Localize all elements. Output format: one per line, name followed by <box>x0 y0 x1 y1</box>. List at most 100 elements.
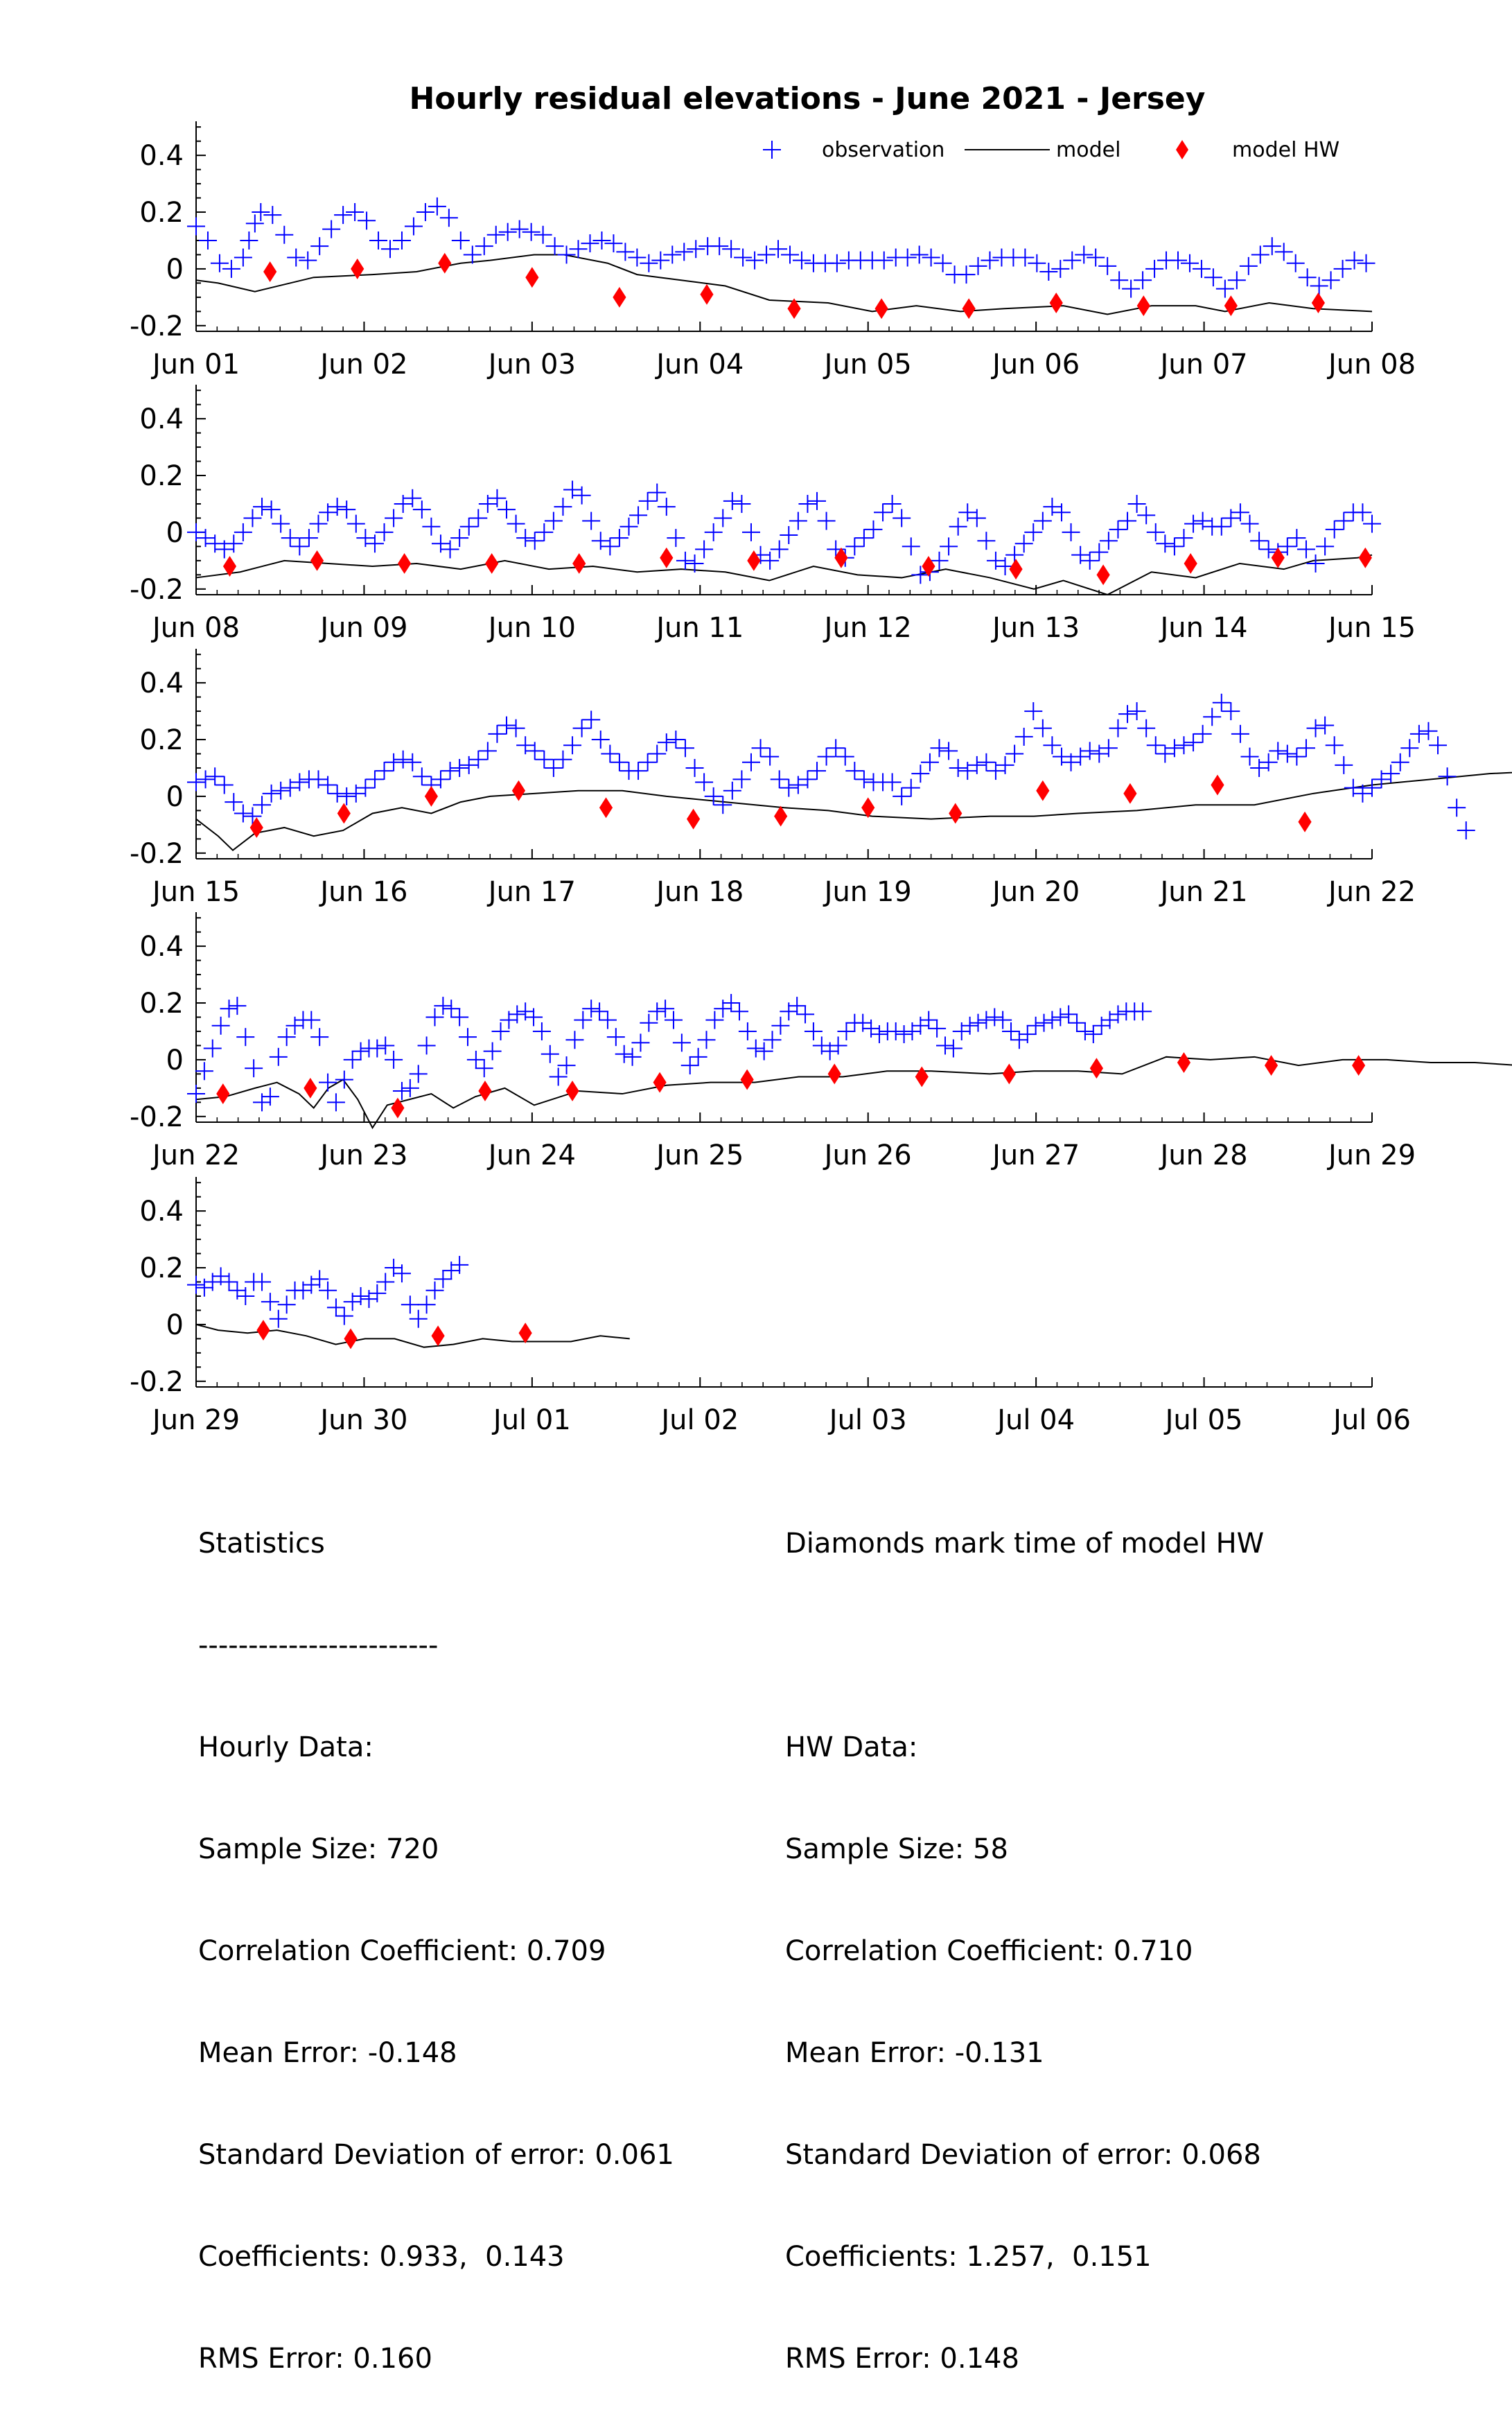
observation-marker <box>269 1047 288 1066</box>
observation-marker <box>590 1002 609 1021</box>
observation-marker <box>591 532 610 550</box>
model-hw-marker <box>1264 1055 1278 1076</box>
observation-marker <box>837 1022 856 1040</box>
x-tick-label: Jun 11 <box>654 612 744 644</box>
observation-marker <box>1028 254 1046 272</box>
observation-marker <box>1184 733 1203 752</box>
observation-marker <box>949 758 967 777</box>
x-tick-label: Jun 13 <box>990 612 1080 644</box>
observation-marker <box>1298 268 1317 287</box>
observation-marker <box>346 514 365 533</box>
y-tick-label: 0.2 <box>139 197 184 229</box>
observation-marker <box>640 1013 658 1032</box>
observation-marker <box>1052 747 1071 766</box>
observation-marker <box>394 494 412 513</box>
model-hw-marker <box>525 267 539 288</box>
observation-marker <box>928 1019 947 1038</box>
observation-marker <box>195 1062 213 1081</box>
observation-marker <box>243 509 262 527</box>
observation-marker <box>722 240 741 259</box>
observation-marker <box>582 710 601 729</box>
observation-marker <box>874 251 893 270</box>
model-hw-marker <box>834 547 848 568</box>
observation-marker <box>431 770 450 789</box>
observation-marker <box>281 529 299 548</box>
observation-marker <box>1075 245 1093 264</box>
x-tick-label: Jun 06 <box>990 349 1080 381</box>
observation-marker <box>746 251 764 270</box>
observation-marker <box>434 1270 452 1289</box>
observation-marker <box>516 736 535 755</box>
hw-correlation: Correlation Coefficient: 0.710 <box>785 1935 1193 1967</box>
observation-marker <box>1286 254 1305 272</box>
observation-marker <box>450 529 469 548</box>
observation-marker <box>309 770 328 789</box>
observation-marker <box>1287 747 1306 766</box>
model-hw-marker <box>1271 547 1285 568</box>
observation-marker <box>606 1028 625 1047</box>
panel-3: -0.2 0 0.2 0.4 Jun 15 Jun 16 Jun 17 Jun 18 Jun 1… <box>130 649 1512 908</box>
observation-marker <box>187 773 205 792</box>
observation-marker <box>1137 719 1156 737</box>
observation-marker <box>1109 520 1127 539</box>
observation-marker <box>1215 279 1234 298</box>
observation-marker <box>269 1309 288 1328</box>
x-tick-label: Jun 20 <box>990 876 1080 908</box>
x-tick-label: Jul 03 <box>827 1404 907 1436</box>
observation-marker <box>1080 551 1099 570</box>
model-hw-marker <box>1358 547 1372 568</box>
model-hw-marker <box>874 298 888 320</box>
observation-marker <box>657 498 676 516</box>
model-hw-marker <box>1009 559 1023 580</box>
observation-marker <box>827 254 846 272</box>
observation-marker <box>638 491 657 510</box>
model-hw-marker <box>1049 292 1063 313</box>
model-hw-marker <box>222 556 237 577</box>
observation-marker <box>442 999 461 1018</box>
observation-marker <box>392 1081 411 1100</box>
observation-marker <box>328 498 346 516</box>
observation-marker <box>704 787 723 805</box>
observation-marker <box>522 222 540 241</box>
observation-marker <box>986 551 1005 570</box>
observation-marker <box>798 494 817 513</box>
observation-marker <box>263 206 282 225</box>
observation-marker <box>667 529 685 548</box>
observation-marker <box>705 1011 724 1029</box>
model-hw-marker <box>1224 295 1238 317</box>
observation-marker <box>1240 747 1259 766</box>
observation-marker <box>451 231 470 250</box>
observation-marker <box>334 206 353 225</box>
observation-marker <box>475 237 493 256</box>
model-hw-marker <box>962 298 976 320</box>
observation-marker <box>243 807 262 826</box>
y-tick-label: 0 <box>166 781 184 813</box>
model-line <box>195 771 1512 852</box>
observation-marker <box>319 776 337 794</box>
observation-marker <box>1043 498 1062 516</box>
observation-marker <box>789 512 807 530</box>
y-tick-label: 0.4 <box>139 667 184 699</box>
model-hw-marker <box>915 1066 929 1088</box>
observation-marker <box>234 804 252 823</box>
observation-marker <box>1002 1022 1021 1040</box>
observation-marker <box>1175 736 1193 755</box>
observation-marker <box>1122 279 1141 298</box>
model-hw-marker <box>304 1077 317 1099</box>
x-tick-label: Jul 02 <box>659 1404 739 1436</box>
model-line <box>195 254 1373 315</box>
observation-marker <box>290 773 309 792</box>
observation-marker <box>206 767 225 786</box>
observation-marker <box>911 765 930 783</box>
observation-marker <box>933 254 952 272</box>
observation-marker <box>459 1028 477 1047</box>
observation-marker <box>741 523 760 541</box>
observation-marker <box>629 506 648 525</box>
observation-marker <box>403 753 422 771</box>
observation-marker <box>544 758 563 777</box>
model-hw-marker <box>351 258 364 279</box>
observation-marker <box>808 762 827 780</box>
observation-marker <box>376 1273 395 1291</box>
model-hw-marker <box>485 553 499 574</box>
observation-marker <box>960 1016 979 1035</box>
